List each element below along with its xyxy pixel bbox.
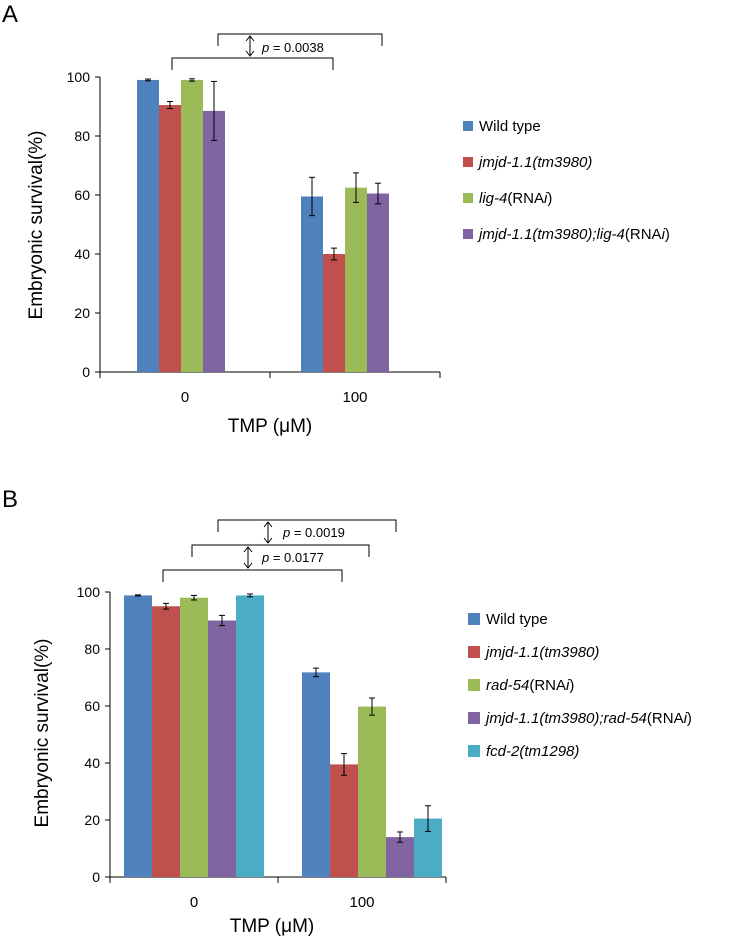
arrow-head-down <box>245 50 255 57</box>
y-tick-label: 80 <box>74 128 90 144</box>
bar <box>330 764 358 877</box>
x-tick-label: 0 <box>181 389 189 406</box>
legend-label: jmjd-1.1(tm3980);lig-4(RNAi) <box>477 226 670 243</box>
x-tick-label: 100 <box>342 389 367 406</box>
bar <box>137 79 159 372</box>
legend-label: lig-4(RNAi) <box>479 190 552 207</box>
panel-A: A 0 20 40 60 80 100 0 100 Embryonic survival(%) TM… <box>2 1 670 437</box>
legend-swatch <box>463 193 473 203</box>
y-tick-label: 0 <box>92 869 100 885</box>
panel-B: B 0 20 40 60 80 100 0 100 Embryonic survival(%) TM… <box>2 486 692 937</box>
legend-swatch <box>468 646 480 658</box>
legend-swatch <box>468 712 480 724</box>
x-tick-label: 0 <box>190 894 198 911</box>
legend-label: Wild type <box>486 611 548 628</box>
y-tick-label: 20 <box>74 305 90 321</box>
bar <box>236 595 264 877</box>
y-tick-label: 100 <box>67 69 91 85</box>
legend-swatch <box>463 121 473 131</box>
p-value-label: p = 0.0019 <box>282 525 345 540</box>
legend-label: fcd-2(tm1298) <box>486 743 579 760</box>
significance-bracket <box>162 569 343 582</box>
arrow-head-up <box>263 521 273 528</box>
y-tick-label: 40 <box>74 246 90 262</box>
y-tick-label: 80 <box>84 641 100 657</box>
arrow-head-up <box>245 35 255 42</box>
y-tick-label: 20 <box>84 812 100 828</box>
bar <box>386 837 414 877</box>
bar <box>358 706 386 877</box>
legend-swatch <box>463 229 473 239</box>
bar <box>302 672 330 877</box>
significance-bracket <box>191 544 370 557</box>
panel-letter: B <box>2 486 18 513</box>
legend-swatch <box>468 745 480 757</box>
bar <box>203 110 225 373</box>
p-value-label: p = 0.0038 <box>261 40 324 55</box>
significance-bracket <box>217 33 383 46</box>
bar <box>345 187 367 372</box>
x-axis-title: TMP (μM) <box>228 416 312 437</box>
y-tick-label: 60 <box>84 698 100 714</box>
bar <box>367 193 389 372</box>
legend-swatch <box>468 679 480 691</box>
x-axis-title: TMP (μM) <box>230 916 314 937</box>
bar <box>180 597 208 877</box>
legend-label: jmjd-1.1(tm3980);rad-54(RNAi) <box>484 710 692 727</box>
bar <box>181 79 203 372</box>
y-tick-label: 100 <box>77 584 101 600</box>
y-tick-label: 0 <box>82 364 90 380</box>
arrow-head-up <box>243 546 253 553</box>
panel-letter: A <box>2 1 18 28</box>
legend-swatch <box>468 613 480 625</box>
y-axis-title: Embryonic survival(%) <box>26 131 47 320</box>
y-axis-title: Embryonic survival(%) <box>32 639 53 828</box>
x-tick-label: 100 <box>349 894 374 911</box>
legend-label: jmjd-1.1(tm3980) <box>484 644 599 661</box>
bar <box>124 595 152 877</box>
legend-swatch <box>463 157 473 167</box>
bar <box>301 196 323 372</box>
significance-bracket <box>217 519 397 532</box>
arrow-head-down <box>263 537 273 544</box>
legend-label: jmjd-1.1(tm3980) <box>477 154 592 171</box>
y-tick-label: 60 <box>74 187 90 203</box>
significance-bracket <box>171 57 334 70</box>
legend-label: rad-54(RNAi) <box>486 677 574 694</box>
bar <box>208 620 236 877</box>
bar <box>152 606 180 877</box>
legend-label: Wild type <box>479 118 541 135</box>
y-tick-label: 40 <box>84 755 100 771</box>
arrow-head-down <box>243 562 253 569</box>
p-value-label: p = 0.0177 <box>261 550 324 565</box>
bar <box>323 254 345 372</box>
bar <box>159 105 181 373</box>
